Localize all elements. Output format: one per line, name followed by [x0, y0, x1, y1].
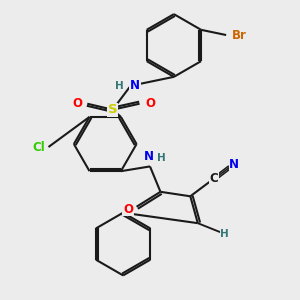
- Text: N: N: [130, 79, 140, 92]
- Text: H: H: [157, 153, 166, 164]
- Text: N: N: [143, 150, 154, 164]
- Text: O: O: [72, 97, 82, 110]
- Text: S: S: [108, 103, 118, 116]
- Text: H: H: [220, 229, 229, 238]
- Text: N: N: [229, 158, 239, 170]
- Text: O: O: [145, 97, 155, 110]
- Text: O: O: [123, 202, 133, 216]
- Text: C: C: [210, 172, 219, 185]
- Text: Br: Br: [232, 28, 247, 41]
- Text: Cl: Cl: [33, 140, 46, 154]
- Text: H: H: [115, 81, 124, 91]
